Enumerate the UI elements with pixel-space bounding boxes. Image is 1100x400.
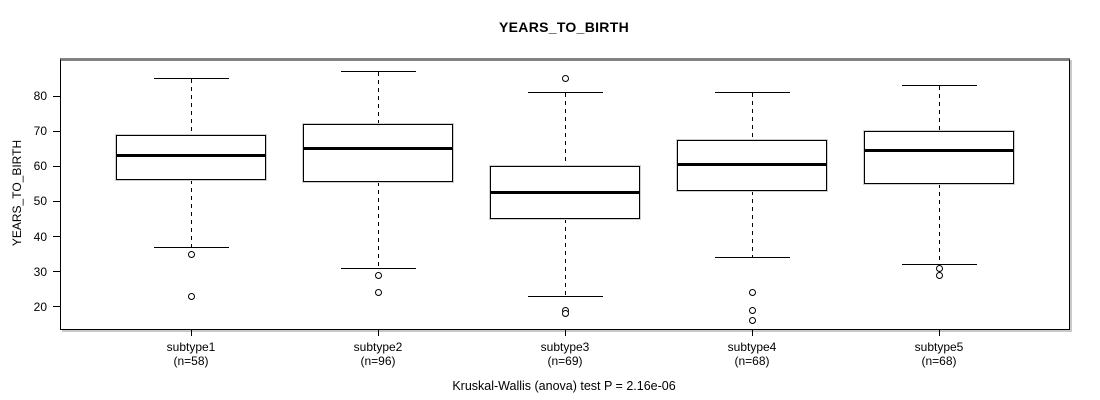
outlier-point [374, 289, 382, 297]
median-line [303, 147, 453, 151]
outlier-point [187, 292, 195, 300]
outlier-point [748, 317, 756, 325]
group-name-label: subtype4 [727, 340, 777, 354]
y-axis-tick-label: 70 [33, 124, 47, 139]
x-axis-tick-mark [190, 329, 192, 336]
iqr-box [863, 130, 1015, 185]
plot-area: 20 30 40 50 60 70 80 subtype1 (n=58) subtype2 (n=9… [34, 58, 1070, 368]
group-n-label: (n=68) [734, 354, 770, 368]
group-name-label: subtype1 [166, 340, 216, 354]
lower-whisker-line [938, 183, 940, 265]
upper-whisker-cap [153, 78, 229, 80]
y-axis-tick-mark [53, 236, 61, 237]
upper-whisker-line [938, 85, 940, 132]
group-name-label: subtype3 [540, 340, 590, 354]
outlier-point [374, 271, 382, 279]
lower-whisker-cap [714, 257, 790, 259]
group-n-label: (n=69) [547, 354, 583, 368]
y-axis-tick-mark [53, 165, 61, 167]
median-line [864, 149, 1014, 153]
lower-whisker-cap [153, 246, 229, 248]
group-name-label: subtype2 [353, 340, 403, 354]
outlier-point [561, 75, 569, 83]
group-label: subtype4 (n=68) [728, 340, 777, 368]
lower-whisker-line [377, 182, 379, 269]
stat-test-caption: Kruskal-Wallis (anova) test P = 2.16e-06 [452, 379, 676, 393]
y-axis-tick-mark [53, 306, 61, 308]
y-axis-tick-label: 20 [33, 299, 47, 314]
iqr-box [302, 123, 454, 184]
group-n-label: (n=58) [173, 354, 209, 368]
outlier-point [187, 250, 195, 258]
chart-title: YEARS_TO_BIRTH [499, 19, 629, 35]
group-label: subtype2 (n=96) [354, 340, 403, 368]
x-axis-tick-mark [377, 329, 379, 336]
y-axis-tick-mark [53, 271, 61, 273]
lower-whisker-line [751, 190, 753, 258]
y-axis-tick-mark [53, 130, 61, 132]
upper-whisker-cap [901, 85, 977, 87]
outlier-point [935, 271, 943, 279]
upper-whisker-cap [527, 92, 603, 94]
x-axis-tick-mark [938, 329, 940, 336]
upper-whisker-line [377, 71, 379, 125]
group-label: subtype5 (n=68) [915, 340, 964, 368]
outlier-point [561, 310, 569, 318]
upper-whisker-cap [340, 71, 416, 73]
group-n-label: (n=96) [360, 354, 396, 368]
group-n-label: (n=68) [921, 354, 957, 368]
lower-whisker-line [564, 218, 566, 297]
group-name-label: subtype5 [914, 340, 964, 354]
upper-whisker-line [564, 92, 566, 167]
iqr-box [115, 133, 267, 182]
outlier-point [748, 306, 756, 314]
group-label: subtype1 (n=58) [167, 340, 216, 368]
y-axis-tick-label: 30 [33, 264, 47, 279]
lower-whisker-cap [527, 295, 603, 297]
x-axis-tick-mark [564, 329, 566, 336]
median-line [490, 191, 640, 195]
y-axis-tick-label: 40 [33, 229, 47, 244]
y-axis-tick-mark [53, 200, 61, 202]
y-axis-tick-label: 50 [33, 194, 47, 209]
outlier-point [748, 289, 756, 297]
lower-whisker-cap [340, 267, 416, 269]
upper-whisker-cap [714, 92, 790, 94]
median-line [116, 154, 266, 158]
y-axis-tick-label: 60 [33, 159, 47, 174]
upper-whisker-line [751, 92, 753, 141]
lower-whisker-line [190, 180, 192, 247]
y-axis-tick-mark [53, 95, 61, 97]
x-axis-tick-mark [751, 329, 753, 336]
group-label: subtype3 (n=69) [541, 340, 590, 368]
upper-whisker-line [190, 78, 192, 135]
outlier-point [935, 264, 943, 272]
median-line [677, 163, 827, 167]
y-axis-tick-label: 80 [33, 89, 47, 104]
